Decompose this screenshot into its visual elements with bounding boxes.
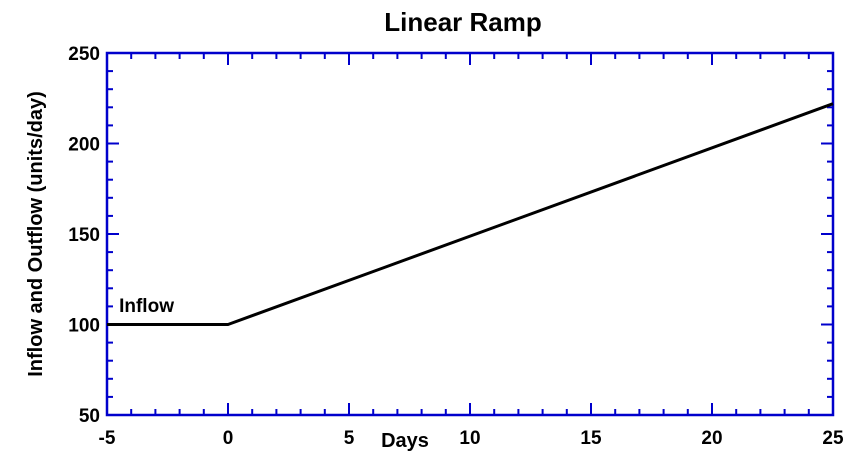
annotation-label: Inflow: [119, 296, 174, 317]
y-tick-label: 200: [68, 135, 100, 156]
x-tick-label: 25: [822, 428, 844, 449]
x-tick-label: 20: [701, 428, 722, 449]
axis-tick-labels: -5 0 5 10 15 20 25 50 100 150 200 250: [68, 44, 844, 449]
y-tick-label: 250: [68, 44, 100, 65]
series-line-0: [107, 102, 834, 326]
y-tick-label: 50: [79, 406, 100, 427]
x-tick-label: -5: [99, 428, 116, 449]
y-axis-label: Inflow and Outflow (units/day): [25, 91, 47, 377]
y-tick-label: 100: [68, 316, 100, 337]
x-tick-label: 0: [223, 428, 234, 449]
series-group: [107, 102, 834, 326]
annotations: Inflow: [119, 296, 174, 317]
x-tick-label: 15: [580, 428, 602, 449]
plot-area: [105, 51, 835, 417]
axis-ticks: [106, 52, 834, 416]
x-tick-label: 10: [459, 428, 480, 449]
x-tick-label: 5: [344, 428, 355, 449]
plot-frame: [105, 51, 835, 417]
y-tick-label: 150: [68, 225, 100, 246]
x-axis-label: Days: [381, 430, 429, 452]
chart-title: Linear Ramp: [384, 7, 542, 37]
